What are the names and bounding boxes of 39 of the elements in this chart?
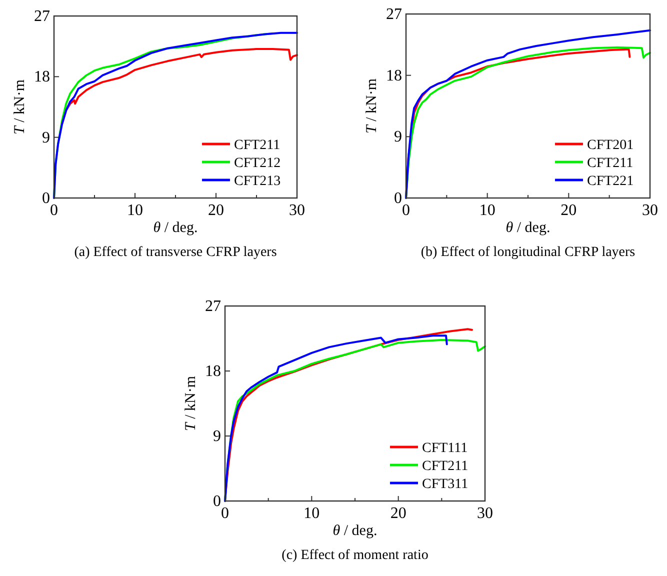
y-tick-label: 18 [34, 68, 50, 86]
legend-label: CFT211 [422, 459, 468, 474]
y-tick-label: 27 [205, 298, 221, 315]
x-axis-title: θ / deg. [153, 220, 198, 236]
x-tick-label: 20 [560, 202, 577, 219]
y-axis-title: T / kN·m [12, 79, 28, 135]
x-tick-label: 30 [477, 505, 493, 522]
x-axis-title: θ / deg. [332, 523, 378, 539]
y-tick-label: 0 [42, 190, 50, 207]
x-tick-label: 20 [390, 505, 406, 522]
y-tick-label: 0 [394, 190, 402, 207]
y-tick-label: 27 [34, 8, 50, 25]
x-tick-label: 30 [642, 202, 658, 219]
x-axis-title: θ / deg. [506, 220, 550, 236]
text: (a) Effect of transverse CFRP layers [74, 245, 277, 260]
legend-label: CFT211 [234, 138, 280, 153]
x-tick-label: 10 [304, 505, 320, 522]
legend-label: CFT311 [422, 477, 468, 492]
y-tick-label: 18 [205, 363, 221, 380]
y-axis-title: T / kN·m [364, 78, 380, 134]
text: (b) Effect of longitudinal CFRP layers [420, 245, 636, 260]
legend-label: CFT201 [587, 138, 634, 153]
y-tick-label: 9 [394, 128, 402, 146]
legend-label: CFT211 [587, 156, 634, 171]
legend-label: CFT221 [587, 174, 634, 189]
y-tick-label: 9 [213, 428, 221, 445]
legend-label: CFT213 [234, 174, 281, 189]
y-tick-label: 0 [213, 493, 221, 510]
x-tick-label: 30 [289, 202, 305, 219]
y-tick-label: 27 [386, 6, 402, 23]
legend-label: CFT212 [234, 156, 281, 171]
y-tick-label: 9 [42, 129, 50, 146]
y-tick-label: 18 [386, 67, 402, 84]
x-tick-label: 10 [479, 202, 496, 219]
text: (c) Effect of moment ratio [282, 548, 428, 563]
x-tick-label: 10 [127, 202, 143, 219]
legend-label: CFT111 [422, 441, 468, 456]
x-tick-label: 20 [208, 202, 224, 219]
y-axis-title: T / kN·m [183, 376, 199, 432]
